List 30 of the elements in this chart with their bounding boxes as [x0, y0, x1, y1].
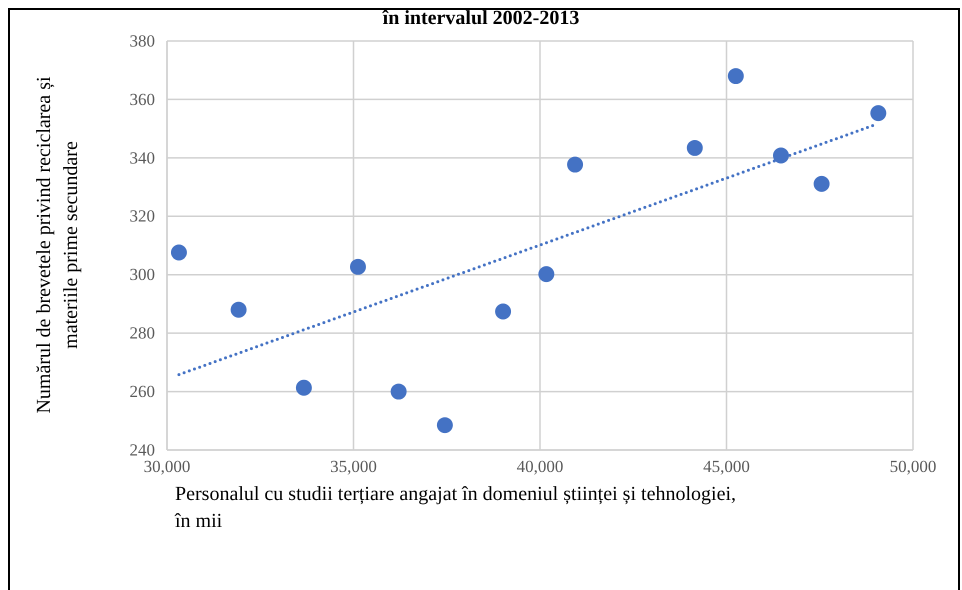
- point: [728, 68, 744, 84]
- x-tick-label: 30,000: [144, 457, 190, 476]
- y-tick-label: 320: [130, 206, 155, 226]
- point: [495, 304, 512, 320]
- x-tick-label: 40,000: [516, 457, 564, 476]
- point: [390, 384, 407, 400]
- y-tick-label: 300: [130, 265, 155, 284]
- point: [814, 176, 830, 192]
- point: [436, 417, 453, 434]
- y-tick-label: 360: [130, 90, 155, 109]
- y-tick-label: 380: [130, 31, 155, 50]
- x-tick-label: 50,000: [890, 457, 936, 476]
- point: [170, 244, 187, 260]
- point: [296, 380, 312, 396]
- point: [538, 266, 554, 282]
- y-tick-label: 240: [130, 440, 155, 460]
- point: [686, 140, 703, 156]
- chart-title: în intervalul 2002-2013: [382, 7, 580, 29]
- y-tick-label: 340: [130, 148, 155, 168]
- x-tick-label: 45,000: [703, 457, 750, 476]
- x-axis-title: Personalul cu studii terțiare angajat în domeniul științei și tehnologiei, în mii: [174, 483, 736, 532]
- y-axis-title: Numărul de brevetele privind reciclarea și materiile prime secundare: [33, 76, 82, 414]
- x-tick-label: 35,000: [330, 457, 377, 476]
- y-tick-label: 260: [130, 382, 155, 402]
- y-tick-label: 280: [130, 324, 155, 343]
- point: [567, 156, 584, 173]
- point: [350, 258, 366, 275]
- point: [870, 105, 886, 122]
- point: [230, 302, 247, 318]
- point: [772, 148, 789, 164]
